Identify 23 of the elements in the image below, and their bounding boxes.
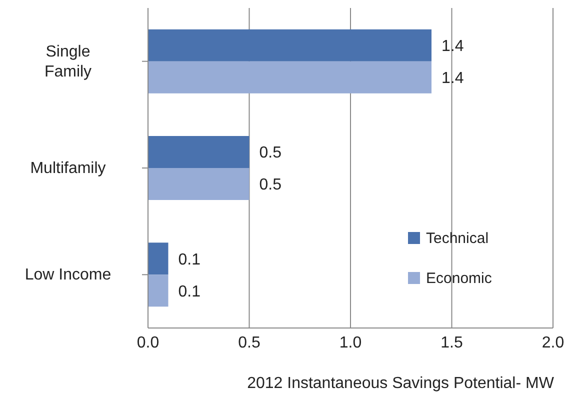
x-tick-label: 0.5 (238, 334, 260, 352)
data-label: 0.5 (259, 144, 282, 162)
data-label: 0.5 (259, 176, 282, 194)
data-label: 0.1 (178, 251, 201, 268)
x-axis-title: 2012 Instantaneous Savings Potential- MW (247, 375, 555, 392)
y-tick-label: Multifamily (30, 160, 106, 176)
x-tick-label: 1.0 (339, 334, 362, 352)
bar (148, 168, 250, 200)
x-tick-label: 1.5 (440, 334, 463, 352)
legend-label: Technical (426, 230, 489, 246)
y-tick-label: Low Income (24, 266, 112, 284)
data-label: 1.4 (442, 70, 464, 88)
x-tick-label: 0.0 (136, 334, 160, 352)
bar (148, 242, 168, 275)
bar (148, 274, 168, 307)
data-label: 1.4 (442, 38, 464, 56)
bar (148, 136, 250, 168)
legend-label: Economic (426, 270, 492, 286)
data-label: 0.1 (178, 283, 201, 300)
x-tick-label: 2.0 (542, 334, 564, 352)
bar (148, 61, 432, 94)
y-tick-label: Single Family (44, 42, 92, 80)
bar (148, 29, 432, 62)
